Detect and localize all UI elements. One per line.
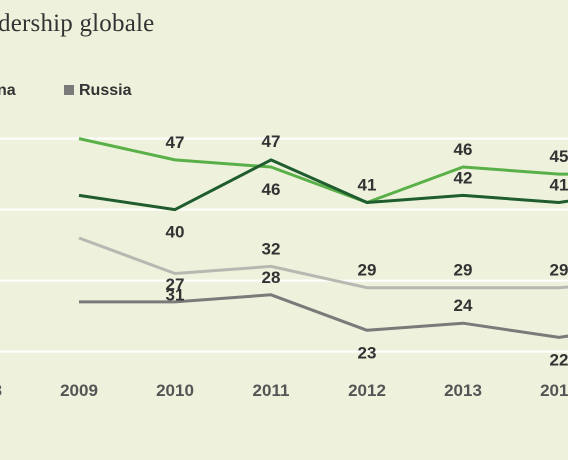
- data-label-s3-2012: 23: [358, 343, 377, 362]
- x-tick-2010: 2010: [156, 381, 194, 400]
- data-label-s0-2011: 46: [262, 180, 281, 199]
- data-label-s1-2013: 42: [454, 168, 473, 187]
- data-label-s1-2014: 41: [550, 176, 568, 195]
- legend: na Russia: [0, 82, 568, 104]
- data-label-s2-2010: 31: [166, 286, 185, 305]
- x-tick-2012: 2012: [348, 381, 386, 400]
- series-line-3: [79, 293, 568, 339]
- data-label-s2-2012: 29: [358, 261, 377, 280]
- series-line-0: [78, 137, 568, 204]
- x-tick-2013: 2013: [444, 381, 482, 400]
- data-label-s2-2013: 29: [454, 261, 473, 280]
- legend-item-russia: Russia: [64, 82, 131, 100]
- data-label-s3-2011: 28: [262, 268, 281, 287]
- data-label-s1-2010: 40: [166, 223, 185, 242]
- x-tick-2014: 2014: [540, 381, 568, 400]
- data-label-s2-2014: 29: [550, 261, 568, 280]
- data-label-s0-2013: 46: [454, 140, 473, 159]
- x-tick-2008: 2008: [0, 381, 2, 400]
- data-label-s0-2014: 45: [550, 147, 568, 166]
- data-label-s1-2012: 41: [358, 176, 377, 195]
- x-tick-2011: 2011: [253, 381, 290, 400]
- x-tick-2009: 2009: [60, 381, 98, 400]
- data-label-s2-2011: 32: [262, 239, 281, 258]
- series-line-1: [78, 158, 568, 212]
- legend-label-russia: Russia: [79, 82, 132, 99]
- data-label-s0-2010: 47: [166, 133, 185, 152]
- series-line-2: [78, 236, 568, 290]
- data-label-s1-2011: 47: [262, 132, 281, 151]
- legend-item-na: na: [0, 82, 16, 100]
- chart-title: dership globale: [0, 10, 155, 37]
- data-label-s3-2010: 27: [166, 275, 185, 294]
- data-label-s3-2014: 22: [550, 350, 568, 369]
- legend-label-na: na: [0, 82, 16, 99]
- legend-swatch-russia: [64, 85, 74, 95]
- data-label-s3-2013: 24: [454, 296, 473, 315]
